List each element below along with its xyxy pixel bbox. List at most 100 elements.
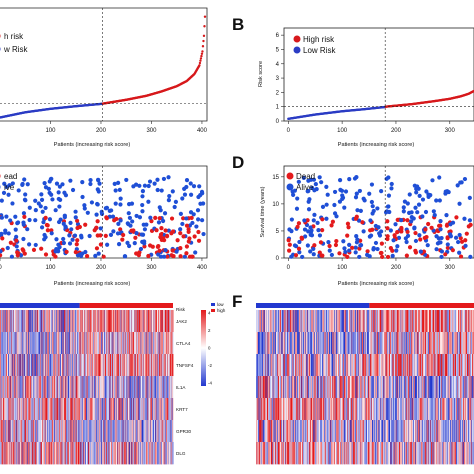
panel-e-cell	[49, 310, 51, 333]
panel-e-cell	[163, 310, 165, 333]
panel-e-cell	[6, 376, 8, 399]
panel-e-cell	[26, 376, 28, 399]
panel-e-cell	[158, 376, 160, 399]
panel-e-cell	[53, 420, 55, 443]
panel-e-cell	[77, 354, 79, 377]
panel-e-cell	[114, 310, 116, 333]
panel-e-cell	[134, 376, 136, 399]
panel-e-cell	[60, 310, 62, 333]
panel-d-alive-point	[354, 191, 359, 196]
panel-e-cell	[22, 354, 23, 377]
panel-d-alive-point	[370, 204, 375, 209]
panel-e-cell	[85, 376, 87, 399]
panel-e-cell	[151, 442, 153, 465]
panel-e-cell	[56, 442, 58, 465]
panel-e-cell	[136, 420, 138, 443]
panel-f-cell	[292, 332, 294, 355]
panel-e-cell	[68, 354, 70, 377]
panel-e-cell	[90, 332, 92, 355]
panel-e-cell	[47, 354, 48, 377]
panel-e-cell	[13, 354, 15, 377]
panel-d-alive-point	[354, 234, 359, 239]
panel-e-cell	[162, 420, 164, 443]
panel-e-cell	[131, 354, 132, 377]
panel-e-cell	[163, 332, 165, 355]
panel-c-dead-point	[73, 250, 78, 255]
panel-c-alive-point	[33, 218, 38, 223]
panel-f-cell	[323, 310, 326, 333]
panel-e-cell	[108, 442, 110, 465]
panel-e-cell	[133, 442, 135, 465]
panel-e-cell	[38, 442, 40, 465]
panel-e-cell	[38, 332, 39, 355]
panel-c-dead-point	[184, 244, 190, 249]
panel-e-cell	[34, 332, 35, 355]
panel-f-cell	[311, 310, 313, 333]
panel-e-cell	[38, 442, 40, 465]
panel-e-cell	[92, 398, 94, 421]
panel-e-cell	[1, 442, 3, 465]
panel-e-cell	[35, 354, 36, 377]
panel-e-cell	[164, 376, 166, 399]
panel-e-cell	[110, 442, 112, 465]
panel-e-cell	[85, 332, 87, 355]
panel-e-cell	[108, 354, 110, 377]
panel-e-cell	[63, 332, 64, 355]
panel-e-cell	[155, 398, 157, 421]
panel-e-cell	[161, 354, 163, 377]
panel-e-cell	[134, 332, 136, 355]
panel-e-cell	[115, 442, 116, 465]
panel-d-alive-point	[439, 254, 444, 260]
panel-c-alive-point	[167, 193, 172, 199]
panel-f-cell	[404, 310, 406, 333]
panel-c-dead-point	[94, 246, 100, 251]
panel-e-cell	[92, 332, 94, 355]
panel-e-cell	[83, 332, 85, 355]
panel-b-frame	[283, 27, 474, 122]
panel-e-cell	[34, 442, 35, 465]
panel-e-cell	[28, 442, 30, 465]
panel-d-alive-point	[295, 196, 300, 201]
panel-f-cell	[371, 332, 373, 355]
panel-e-cell	[72, 398, 74, 421]
panel-e-cell	[121, 332, 123, 355]
panel-e-cell	[107, 332, 109, 355]
panel-e-cell	[97, 310, 99, 333]
panel-f-annotation-high-segment	[369, 303, 474, 308]
panel-e-cell	[70, 376, 72, 399]
panel-e-cell	[162, 310, 164, 333]
panel-e-cell	[150, 420, 152, 443]
panel-e-cell	[160, 332, 161, 355]
panel-e-cell	[140, 398, 142, 421]
panel-f-cell	[378, 310, 380, 333]
panel-e-cell	[138, 354, 140, 377]
panel-e-cell	[139, 332, 141, 355]
panel-d-alive-point	[357, 254, 362, 260]
panel-e-cell	[107, 420, 109, 443]
panel-e-cell	[126, 332, 128, 355]
panel-e-cell	[34, 310, 35, 333]
panel-e-cell	[79, 442, 81, 465]
panel-e-cell	[128, 354, 129, 377]
panel-c-alive-point	[109, 208, 114, 213]
panel-c-alive-point	[27, 205, 32, 210]
panel-f-cell	[401, 332, 403, 355]
panel-e-cell	[72, 376, 74, 399]
panel-e-cell	[125, 310, 127, 333]
panel-e-cell	[154, 420, 156, 443]
panel-e-cell	[140, 420, 141, 443]
panel-e-cell	[131, 332, 133, 355]
panel-e-cell	[17, 310, 19, 333]
panel-e-cell	[65, 332, 67, 355]
panel-a-high-risk-point	[201, 45, 205, 48]
panel-e-cell	[46, 442, 48, 465]
panel-c-dead-point	[53, 254, 58, 259]
panel-e-cell	[23, 332, 25, 355]
panel-c-alive-point	[196, 217, 201, 222]
panel-e-cell	[151, 376, 153, 399]
panel-e-cell	[83, 332, 85, 355]
panel-d-alive-point	[324, 202, 329, 207]
panel-e-cell	[160, 420, 161, 443]
panel-e-cell	[22, 332, 24, 355]
panel-e-cell	[43, 310, 45, 333]
